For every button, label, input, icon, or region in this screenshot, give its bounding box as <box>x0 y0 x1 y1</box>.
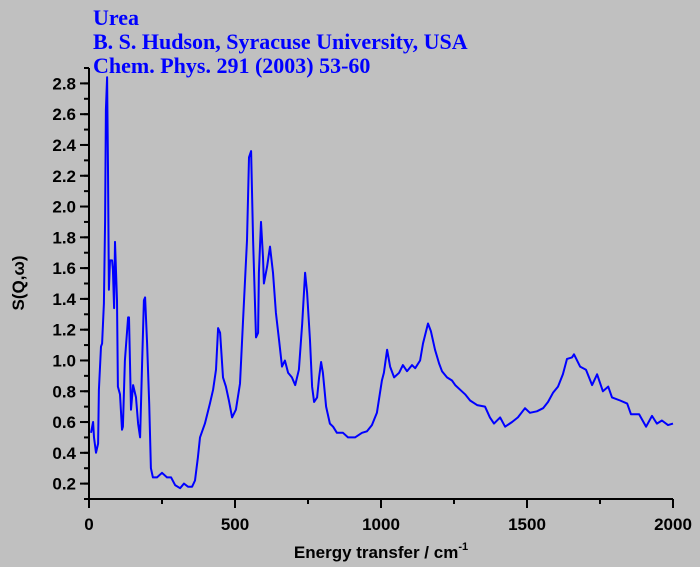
x-tick-label: 1000 <box>362 515 400 534</box>
y-tick-label: 2.0 <box>52 198 76 217</box>
y-tick-label: 1.0 <box>52 351 76 370</box>
y-axis-label: S(Q,ω) <box>9 256 28 311</box>
y-tick-label: 1.8 <box>52 228 76 247</box>
tick-labels: 0.2 0.4 0.6 0.8 1.0 1.2 1.4 1.6 1.8 2.0 2.2 2.4 2.6 2… <box>52 74 692 534</box>
x-tick-label: 500 <box>221 515 249 534</box>
y-tick-label: 2.6 <box>52 105 76 124</box>
y-tick-label: 0.6 <box>52 413 76 432</box>
x-tick-label: 2000 <box>654 515 692 534</box>
y-tick-label: 2.2 <box>52 167 76 186</box>
series-line-urea <box>90 76 674 490</box>
chart-title-reference: Chem. Phys. 291 (2003) 53-60 <box>93 53 371 78</box>
y-tick-label: 2.4 <box>52 136 76 155</box>
chart-title-author: B. S. Hudson, Syracuse University, USA <box>93 29 468 54</box>
x-tick-label: 1500 <box>508 515 546 534</box>
x-axis-label: Energy transfer / cm-1 <box>294 541 468 562</box>
y-tick-label: 0.8 <box>52 382 76 401</box>
y-tick-label: 1.2 <box>52 321 76 340</box>
y-tick-label: 1.6 <box>52 259 76 278</box>
y-tick-label: 0.2 <box>52 475 76 494</box>
axis-ticks <box>80 67 674 508</box>
x-tick-label: 0 <box>84 515 93 534</box>
chart-title-compound: Urea <box>93 5 140 30</box>
y-tick-label: 0.4 <box>52 444 76 463</box>
y-tick-label: 1.4 <box>52 290 76 309</box>
y-tick-label: 2.8 <box>52 74 76 93</box>
